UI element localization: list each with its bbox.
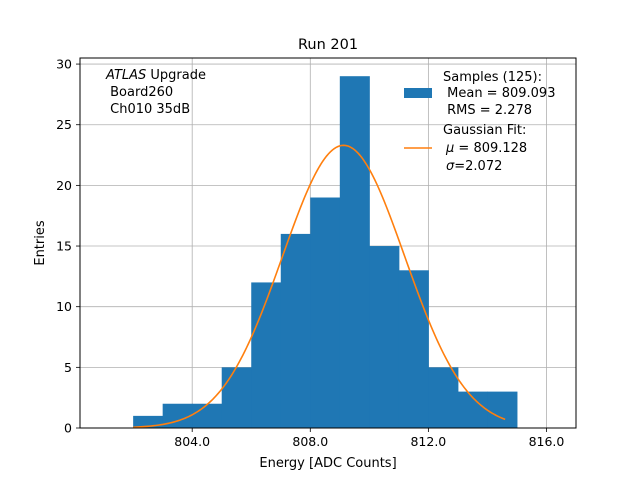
y-tick-label: 0 xyxy=(64,421,72,436)
y-tick-label: 10 xyxy=(56,299,72,314)
x-axis-ticks: 804.0 808.0 812.0 816.0 xyxy=(174,428,564,449)
histogram-bar xyxy=(310,197,341,428)
legend-fit-sigma-value: =2.072 xyxy=(454,159,502,174)
histogram-bar xyxy=(251,282,282,428)
histogram-bar xyxy=(192,403,223,428)
legend-fit-mu-symbol: μ xyxy=(445,141,454,156)
legend-fit-mu-value: = 809.128 xyxy=(454,141,527,156)
gaussian-fit-line xyxy=(133,144,506,429)
gaussian-fit xyxy=(133,144,506,429)
y-axis-label: Entries xyxy=(33,220,48,266)
histogram-bar xyxy=(487,391,518,428)
x-axis-label: Energy [ADC Counts] xyxy=(259,456,396,471)
histogram-bar xyxy=(428,367,459,428)
y-tick-label: 5 xyxy=(64,360,72,375)
legend-samples-mean: Mean = 809.093 xyxy=(443,86,555,101)
annotation-box: ATLAS Upgrade Board260 Ch010 35dB xyxy=(105,68,206,117)
histogram-bars xyxy=(133,76,518,429)
histogram-bar xyxy=(280,233,311,428)
svg-text:μ = 809.128: μ = 809.128 xyxy=(445,141,527,156)
histogram-bar xyxy=(369,246,400,428)
x-tick-label: 804.0 xyxy=(174,434,210,449)
y-tick-label: 25 xyxy=(56,117,72,132)
annotation-upgrade: Upgrade xyxy=(146,68,206,83)
svg-text:ATLAS Upgrade: ATLAS Upgrade xyxy=(105,68,206,83)
y-tick-label: 15 xyxy=(56,239,72,254)
x-tick-label: 816.0 xyxy=(529,434,565,449)
histogram-bar xyxy=(398,270,429,428)
legend-fit-title: Gaussian Fit: xyxy=(443,123,526,138)
y-axis-ticks: 0 5 10 15 20 25 30 xyxy=(56,57,80,436)
x-tick-label: 808.0 xyxy=(292,434,328,449)
annotation-atlas: ATLAS xyxy=(105,68,146,83)
annotation-board: Board260 xyxy=(106,85,173,100)
legend-samples-swatch xyxy=(404,88,432,98)
y-tick-label: 30 xyxy=(56,57,72,72)
histogram-bar xyxy=(221,367,252,428)
histogram-bar xyxy=(339,76,370,429)
legend-samples-rms: RMS = 2.278 xyxy=(443,103,532,118)
x-tick-label: 812.0 xyxy=(410,434,446,449)
legend: Samples (125): Mean = 809.093 RMS = 2.27… xyxy=(404,70,555,174)
annotation-channel: Ch010 35dB xyxy=(106,102,190,117)
svg-text:σ=2.072: σ=2.072 xyxy=(446,159,502,174)
y-tick-label: 20 xyxy=(56,178,72,193)
legend-fit-sigma-symbol: σ xyxy=(446,159,455,174)
axes-frame xyxy=(79,57,577,429)
legend-samples-title: Samples (125): xyxy=(443,70,542,85)
chart-title: Run 201 xyxy=(298,37,358,53)
